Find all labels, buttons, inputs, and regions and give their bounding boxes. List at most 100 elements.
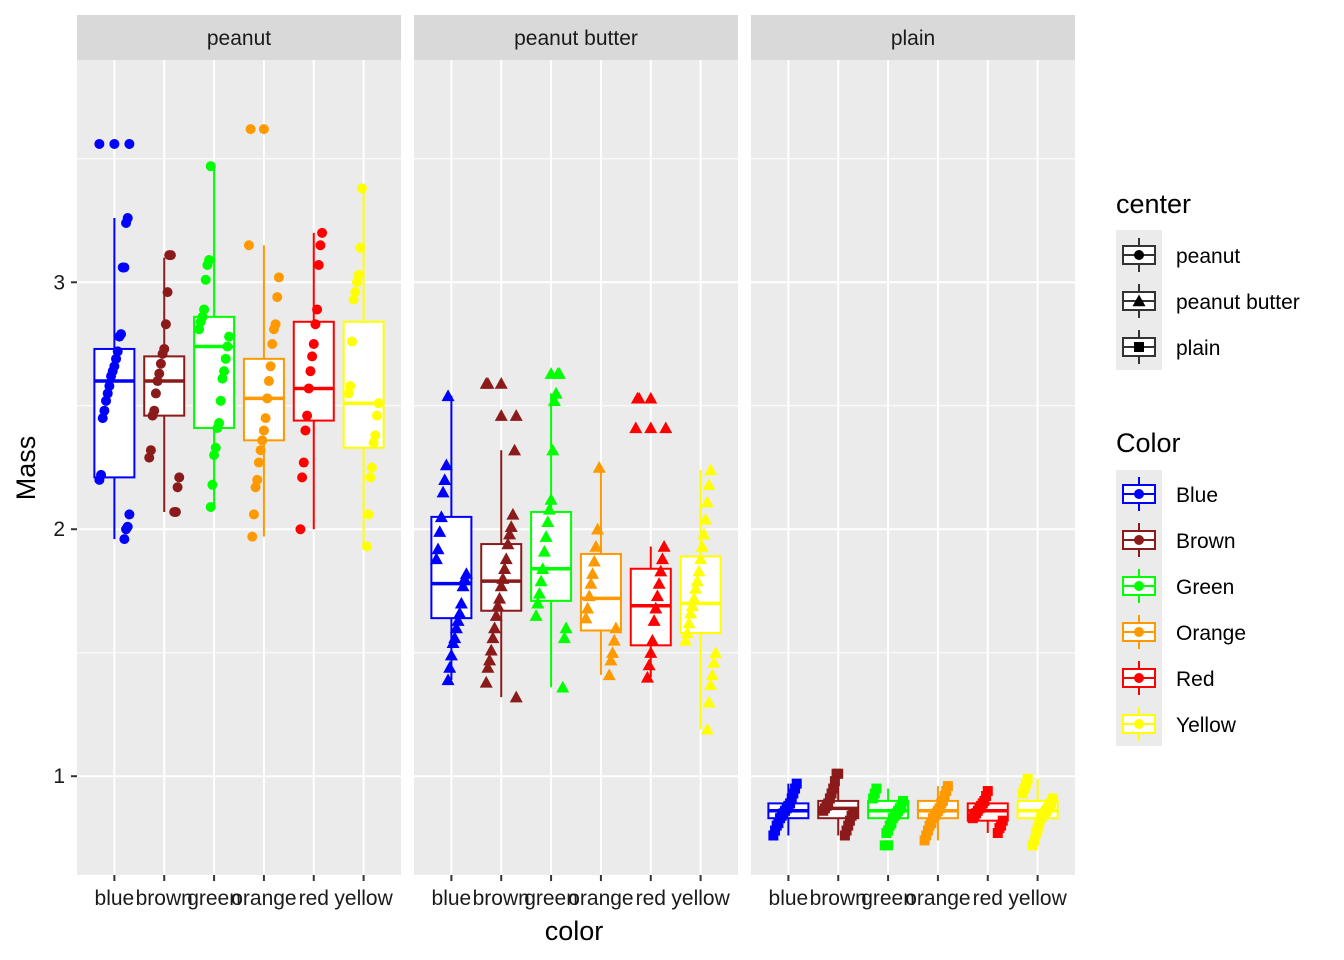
data-point (200, 274, 211, 285)
data-point (699, 512, 713, 525)
data-point (604, 653, 618, 666)
data-point (702, 695, 716, 708)
data-point (258, 425, 269, 436)
data-point (303, 383, 314, 394)
data-point (253, 457, 264, 468)
data-point (498, 562, 512, 574)
data-point (642, 658, 656, 671)
data-point (434, 510, 448, 523)
data-point (1030, 828, 1041, 839)
box-peanut-brown (143, 250, 186, 517)
data-point (685, 599, 699, 612)
legend-center-key-peanut-butter (1122, 284, 1156, 318)
iqr-box (579, 552, 622, 632)
data-point (300, 425, 311, 436)
legend-center: center peanut peanut butter plain (1116, 189, 1300, 370)
data-point (967, 813, 978, 824)
data-point (268, 324, 279, 335)
box-peanut-butter-red (629, 391, 673, 683)
data-point (121, 218, 132, 228)
data-point (496, 572, 510, 584)
data-point (160, 319, 171, 330)
data-point (654, 564, 668, 577)
data-point (591, 522, 605, 535)
box-plain-yellow (1016, 773, 1059, 851)
data-point (207, 479, 218, 490)
data-point (704, 678, 718, 691)
box-plain-green (867, 783, 910, 851)
data-point (992, 828, 1003, 839)
data-point (295, 524, 306, 535)
data-point (458, 572, 472, 584)
legend-key-point (1134, 535, 1144, 545)
x-tick-label: yellow (334, 887, 393, 910)
data-point (172, 482, 183, 493)
data-point (436, 485, 450, 498)
data-point (551, 367, 565, 379)
x-tick-label: blue (769, 887, 809, 910)
data-point (579, 611, 593, 624)
data-point (346, 336, 357, 347)
data-point (687, 591, 701, 604)
data-point (541, 515, 555, 528)
data-point (209, 450, 220, 461)
legend-color-key-background (1116, 470, 1162, 746)
legend-center-key-plain (1122, 330, 1156, 364)
data-point (454, 596, 468, 609)
data-point (529, 609, 543, 621)
facet-strip-label: peanut butter (514, 27, 638, 50)
outlier-point (644, 421, 658, 434)
data-point (655, 552, 669, 565)
data-point (689, 582, 703, 594)
data-point (202, 259, 213, 270)
data-point (919, 835, 930, 846)
legend-color-label: Red (1176, 668, 1215, 691)
data-point (879, 840, 890, 851)
data-point (504, 520, 518, 532)
data-point (489, 609, 503, 621)
data-point (606, 646, 620, 658)
data-point (501, 537, 515, 550)
data-point (704, 463, 718, 476)
x-tick-label: yellow (1008, 887, 1067, 910)
data-point (682, 616, 696, 629)
box-peanut-orange (242, 124, 285, 542)
legend-center-title: center (1116, 189, 1191, 219)
data-point (589, 540, 603, 552)
data-point (356, 183, 367, 194)
box-peanut-red (292, 227, 335, 535)
outlier-point (494, 409, 508, 421)
data-point (255, 445, 266, 456)
data-point (707, 656, 721, 668)
legend-color-label: Green (1176, 576, 1234, 599)
data-point (629, 421, 643, 434)
x-tick-label: red (636, 887, 666, 910)
box-plain-orange (916, 781, 959, 846)
data-point (556, 680, 570, 693)
data-point (272, 292, 283, 303)
data-point (307, 351, 318, 362)
box-peanut-butter-brown (479, 377, 523, 703)
legend-center-label: plain (1176, 337, 1220, 360)
data-point (343, 388, 354, 399)
facet-strip-label: plain (891, 27, 935, 50)
data-point (534, 574, 548, 587)
x-axis-title: color (545, 916, 604, 946)
legend-key-point (1134, 581, 1144, 591)
x-tick-label: orange (231, 887, 296, 910)
box-peanut-green (193, 161, 236, 513)
outlier-point (109, 138, 120, 149)
data-point (640, 670, 654, 683)
data-point (451, 614, 465, 626)
data-point (829, 776, 840, 787)
data-point (537, 544, 551, 557)
box-peanut-butter-green (529, 367, 573, 693)
data-point (94, 138, 105, 149)
data-point (479, 377, 493, 389)
data-point (260, 413, 271, 424)
data-point (351, 277, 362, 288)
data-point (695, 540, 709, 552)
data-point (709, 646, 723, 658)
box-peanut-butter-yellow (679, 463, 723, 735)
